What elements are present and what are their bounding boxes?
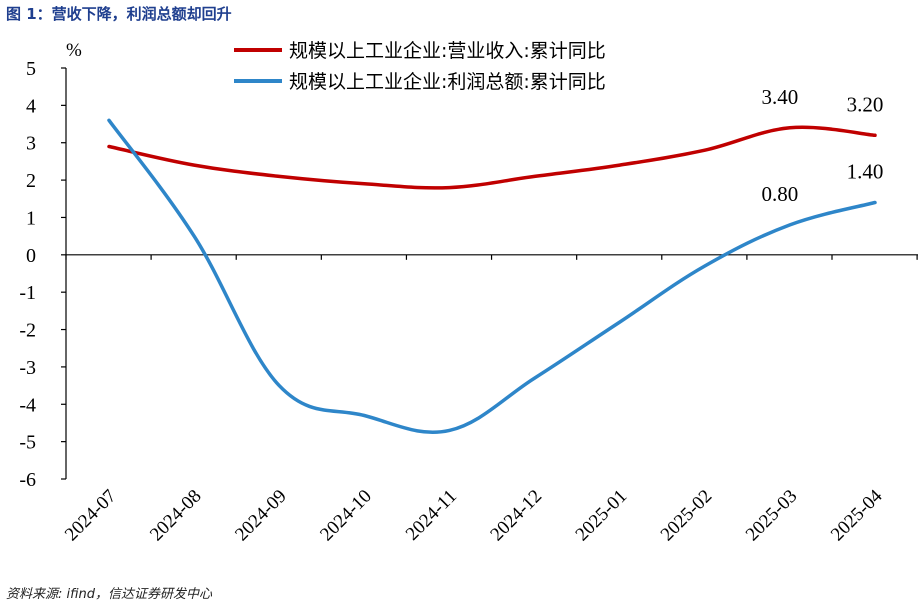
data-label: 0.80: [762, 182, 799, 206]
x-tick-label: 2024-08: [146, 486, 206, 546]
series-layer: [107, 118, 877, 434]
data-labels: 3.40 3.20 0.80 1.40: [762, 85, 884, 206]
figure-source: 资料来源: ifind，信达证券研发中心: [6, 587, 213, 602]
y-tick-label: -2: [19, 320, 36, 342]
x-tick-label: 2024-12: [486, 486, 546, 546]
x-tick-label: 2024-10: [316, 486, 376, 546]
data-label: 3.20: [847, 92, 884, 116]
x-tick-label: 2025-01: [572, 486, 632, 546]
y-tick-label: -6: [19, 469, 36, 491]
x-tick-label: 2025-02: [657, 486, 717, 546]
legend-label: 规模以上工业企业:营业收入:累计同比: [289, 40, 606, 62]
data-label: 3.40: [762, 85, 799, 109]
x-axis: 2024-07 2024-08 2024-09 2024-10 2024-11 2024-…: [61, 254, 918, 546]
y-tick-label: 4: [26, 95, 36, 117]
x-tick-label: 2024-11: [402, 486, 461, 545]
x-tick-label: 2025-04: [827, 485, 887, 545]
legend-label: 规模以上工业企业:利润总额:累计同比: [289, 71, 606, 93]
y-tick-label: 0: [26, 245, 36, 267]
y-tick-label: 1: [26, 207, 36, 229]
y-tick-label: -1: [19, 282, 36, 304]
y-tick-label: 2: [26, 170, 36, 192]
y-tick-label: -4: [19, 394, 36, 416]
x-tick-label: 2025-03: [742, 486, 802, 546]
y-unit-label: %: [66, 40, 82, 61]
y-tick-label: -5: [19, 432, 36, 454]
figure-title: 图 1：营收下降，利润总额却回升: [6, 5, 232, 23]
y-tick-label: 3: [26, 133, 36, 155]
y-tick-label: -3: [19, 357, 36, 379]
y-axis: 5 4 3 2 1 0 -1 -2 -3 -4 -5 -6: [19, 58, 67, 491]
x-tick-label: 2024-09: [231, 486, 291, 546]
data-label: 1.40: [847, 160, 884, 184]
series-line-0: [107, 125, 877, 190]
series-line-1: [107, 118, 877, 434]
y-tick-label: 5: [26, 58, 36, 80]
x-tick-label: 2024-07: [61, 486, 121, 546]
